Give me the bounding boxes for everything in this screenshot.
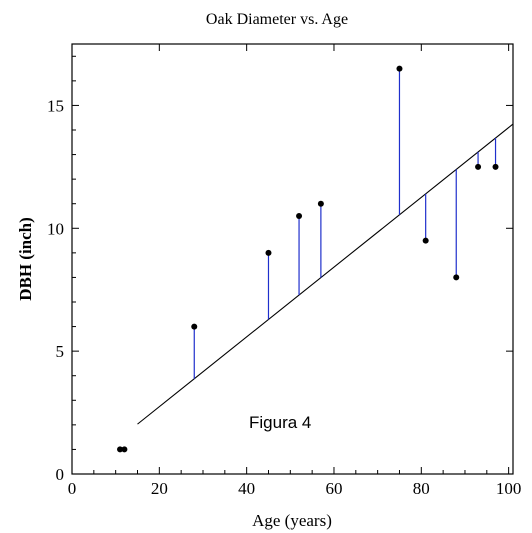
data-point-1 [121,446,128,453]
y-tick-label-0: 0 [56,465,65,484]
plot-area [117,65,513,453]
data-point-4 [296,213,303,219]
data-point-7 [422,237,429,244]
x-tick-label-80: 80 [413,479,430,498]
data-point-10 [492,163,499,170]
x-tick-label-40: 40 [238,479,255,498]
x-tick-label-20: 20 [151,479,168,498]
figure-annotation: Figura 4 [249,413,311,432]
data-point-3 [265,249,272,256]
y-tick-label-15: 15 [47,96,64,115]
data-point-2 [191,323,198,330]
y-tick-label-5: 5 [56,342,65,361]
x-tick-label-100: 100 [496,479,522,498]
x-tick-label-60: 60 [325,479,342,498]
data-point-0 [117,446,124,453]
x-axis-label: Age (years) [252,511,332,530]
plot-frame [71,43,514,475]
data-point-9 [475,163,482,170]
x-tick-label-0: 0 [68,479,77,498]
data-point-8 [453,274,460,281]
data-point-5 [317,200,324,207]
y-axis-label: DBH (inch) [16,217,35,301]
regression-line [137,123,513,425]
data-point-6 [396,65,403,72]
axis-ticks: 0 20 40 60 80 100 0 5 10 15 [47,44,521,498]
y-tick-label-10: 10 [47,219,64,238]
chart-title: Oak Diameter vs. Age [206,11,348,28]
